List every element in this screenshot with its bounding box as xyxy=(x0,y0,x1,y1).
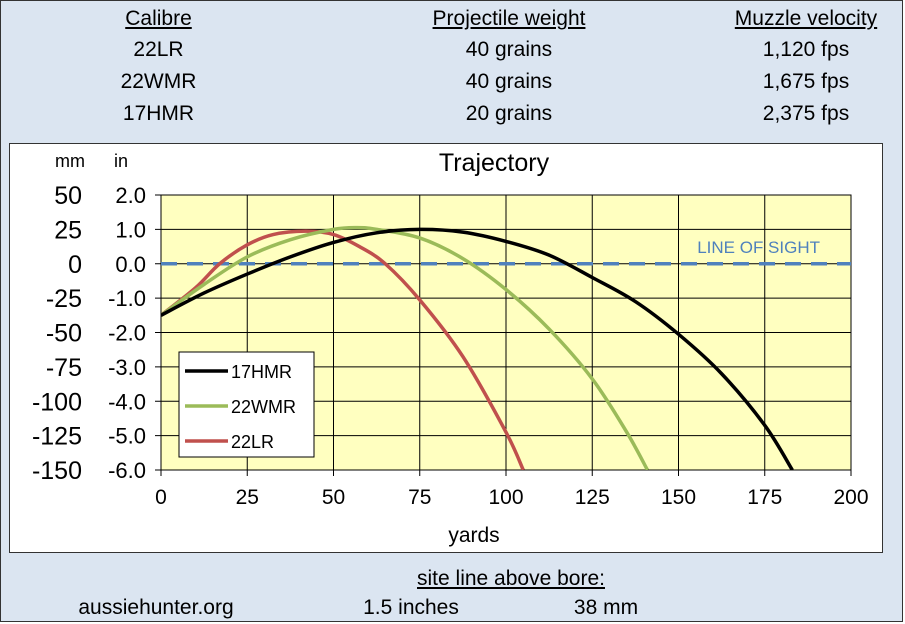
header-cell: 40 grains xyxy=(465,38,553,61)
header-cell: 1,120 fps xyxy=(762,38,850,61)
legend-label: 22WMR xyxy=(231,397,296,417)
y-tick-label-mm: -100 xyxy=(32,388,82,416)
series-line-22wmr xyxy=(161,225,649,470)
website-label: aussiehunter.org xyxy=(78,596,234,619)
y-tick-label-in: -1.0 xyxy=(108,286,146,311)
site-line-label: site line above bore: xyxy=(417,567,605,590)
y-tick-label-mm: 50 xyxy=(54,182,82,210)
legend-label: 22LR xyxy=(231,432,274,452)
chart-title: Trajectory xyxy=(439,149,550,177)
x-tick-label: 50 xyxy=(322,486,345,509)
y-tick-label-mm: 25 xyxy=(54,216,82,244)
header-velocity: Muzzle velocity xyxy=(734,7,878,30)
x-tick-label: 75 xyxy=(408,486,431,509)
x-tick-label: 100 xyxy=(488,486,523,509)
x-tick-label: 200 xyxy=(833,486,868,509)
header-cell: 17HMR xyxy=(122,102,195,125)
series-line-17hmr xyxy=(161,227,794,470)
y-tick-label-in: 1.0 xyxy=(115,217,146,242)
y-tick-label-in: -5.0 xyxy=(108,424,146,449)
trajectory-chart: 0 25 50 75 100 125 150 175 200 2.0 50 1.0 25 0.0 0 -1.0… xyxy=(32,149,869,547)
x-tick-label: 125 xyxy=(575,486,610,509)
header-cell: 22LR xyxy=(133,38,184,61)
line-of-sight-label: LINE OF SIGHT xyxy=(697,238,820,257)
y-tick-label-mm: -125 xyxy=(32,423,82,451)
x-axis-label: yards xyxy=(448,524,499,547)
y-tick-label-mm: -150 xyxy=(32,457,82,485)
y-tick-label-in: 2.0 xyxy=(115,183,146,208)
series-line-22lr xyxy=(161,229,525,470)
header-cell: 2,375 fps xyxy=(762,102,850,125)
y-tick-label-in: -6.0 xyxy=(108,458,146,483)
x-tick-label: 175 xyxy=(747,486,782,509)
y-tick-label-in: -3.0 xyxy=(108,355,146,380)
legend-label: 17HMR xyxy=(231,362,292,382)
header-calibre: Calibre xyxy=(125,7,192,30)
x-tick-label: 150 xyxy=(661,486,696,509)
y-tick-label-in: 0.0 xyxy=(115,252,146,277)
y-tick-label-in: -4.0 xyxy=(108,389,146,414)
y-tick-label-mm: 0 xyxy=(68,251,82,279)
y-tick-label-mm: -75 xyxy=(46,354,82,382)
site-line-inches: 1.5 inches xyxy=(363,596,459,619)
x-tick-label: 25 xyxy=(236,486,259,509)
header-cell: 22WMR xyxy=(120,70,197,93)
site-line-mm: 38 mm xyxy=(573,596,639,619)
header-cell: 40 grains xyxy=(465,70,553,93)
y-tick-label-mm: -50 xyxy=(46,320,82,348)
header-cell: 20 grains xyxy=(465,102,553,125)
plot-border xyxy=(160,194,852,471)
x-tick-label: 0 xyxy=(155,486,167,509)
y-tick-label-mm: -25 xyxy=(46,285,82,313)
header-cell: 1,675 fps xyxy=(762,70,850,93)
y-tick-label-in: -2.0 xyxy=(108,321,146,346)
chart-panel: 0 25 50 75 100 125 150 175 200 2.0 50 1.0 25 0.0 0 -1.0… xyxy=(9,143,883,553)
y-axis-unit-mm: mm xyxy=(55,151,85,171)
header-weight: Projectile weight xyxy=(432,7,586,30)
y-axis-unit-in: in xyxy=(114,151,128,171)
